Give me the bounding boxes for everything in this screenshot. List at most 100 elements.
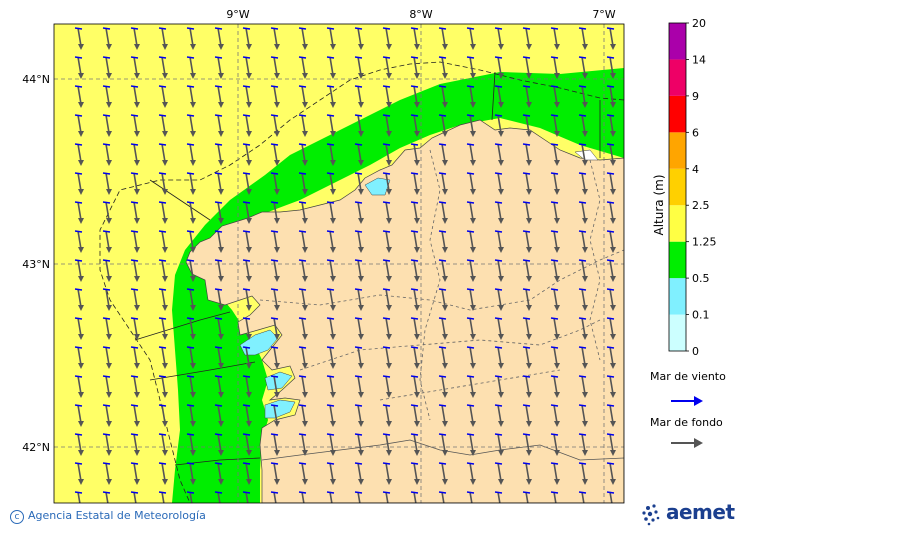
wave-arrow [326, 346, 336, 369]
wave-arrow [214, 491, 223, 503]
wave-arrow [635, 376, 644, 398]
wave-arrow [438, 143, 448, 166]
wave-arrow [522, 56, 532, 79]
wave-arrow [270, 114, 280, 137]
wave-arrow [522, 143, 532, 166]
wave-arrow [494, 375, 504, 398]
wave-arrow [158, 143, 168, 166]
wave-arrow [270, 433, 280, 456]
wave-arrow [606, 56, 616, 79]
wave-arrow [298, 56, 308, 79]
wave-arrow [438, 491, 447, 503]
aemet-logo-icon [642, 504, 660, 526]
wave-arrow [410, 462, 420, 485]
wave-arrow [522, 114, 532, 137]
wave-arrow [522, 27, 532, 50]
wave-arrow [438, 317, 448, 340]
wave-arrow [74, 56, 84, 79]
wave-arrow [606, 375, 616, 398]
wave-arrow [550, 288, 560, 311]
wave-arrow [270, 317, 280, 340]
wave-arrow [466, 346, 476, 369]
wave-arrow [214, 56, 224, 79]
wave-arrow [214, 317, 224, 340]
wave-arrow [298, 259, 308, 282]
wave-arrow [326, 288, 336, 311]
copyright-icon: c [10, 510, 24, 524]
wave-arrow [438, 201, 448, 224]
wave-arrow [606, 114, 616, 137]
wave-arrow [298, 114, 308, 137]
wave-arrow [214, 27, 224, 50]
wave-arrow [635, 289, 644, 311]
wave-arrow [158, 56, 168, 79]
wave-arrow [635, 434, 644, 456]
wave-arrow [410, 404, 420, 427]
wave-arrow [354, 462, 364, 485]
wave-arrow [635, 202, 644, 224]
lat-label-42n: 42°N [22, 441, 50, 454]
wave-arrow [326, 462, 336, 485]
wave-arrow [494, 172, 504, 195]
ria-ribadeo [574, 149, 599, 161]
wave-arrow [74, 85, 84, 108]
wave-arrow [186, 259, 196, 282]
wave-arrow [410, 143, 420, 166]
zone-dividers [134, 71, 601, 466]
wave-arrow [270, 462, 280, 485]
wave-arrow [438, 462, 448, 485]
wave-arrow [606, 346, 616, 369]
wave-arrow [186, 27, 196, 50]
wave-arrow [326, 404, 336, 427]
wave-arrow [158, 172, 168, 195]
wave-arrow [186, 433, 196, 456]
wave-arrow [102, 462, 112, 485]
wave-arrow [438, 375, 448, 398]
wave-arrow [522, 375, 532, 398]
wave-arrow [242, 375, 252, 398]
colorbar-title: Altura (m) [652, 174, 666, 235]
wave-arrow [494, 114, 504, 137]
wave-arrow [550, 404, 560, 427]
wave-arrow [242, 346, 252, 369]
wave-arrow [186, 143, 196, 166]
wave-arrow [438, 404, 448, 427]
wave-arrow [550, 462, 560, 485]
wave-arrow [410, 201, 420, 224]
colorbar-frame [668, 22, 687, 352]
wave-arrow [130, 114, 140, 137]
wave-arrow [635, 405, 644, 427]
wave-arrow [410, 172, 420, 195]
wave-arrow [74, 404, 84, 427]
wave-arrow [494, 143, 504, 166]
colorbar-level-label: 9 [692, 90, 699, 103]
wave-arrow [606, 259, 616, 282]
colorbar-segment [669, 168, 686, 206]
wave-arrow [242, 259, 252, 282]
wave-arrow [578, 259, 588, 282]
wave-arrow [242, 288, 252, 311]
wave-arrow [214, 143, 224, 166]
wave-arrow [522, 85, 532, 108]
wave-arrow [606, 288, 616, 311]
wave-arrow [606, 143, 616, 166]
credit-line: c Agencia Estatal de Meteorología [10, 509, 206, 524]
wave-arrow [578, 143, 588, 166]
wave-arrow [298, 172, 308, 195]
wave-arrow [158, 317, 168, 340]
land-area [185, 119, 624, 503]
wave-arrow [270, 288, 280, 311]
wave-arrow [410, 85, 420, 108]
wave-arrow [298, 433, 308, 456]
wave-arrow [158, 375, 168, 398]
colorbar-segment [669, 205, 686, 242]
wave-arrow [494, 346, 504, 369]
wave-arrow [74, 375, 84, 398]
wave-arrow [578, 375, 588, 398]
wave-arrow [270, 27, 280, 50]
wave-arrow [102, 201, 112, 224]
wave-arrow [102, 317, 112, 340]
wave-arrow [354, 85, 364, 108]
wave-arrow [214, 114, 224, 137]
wave-arrow [410, 56, 420, 79]
